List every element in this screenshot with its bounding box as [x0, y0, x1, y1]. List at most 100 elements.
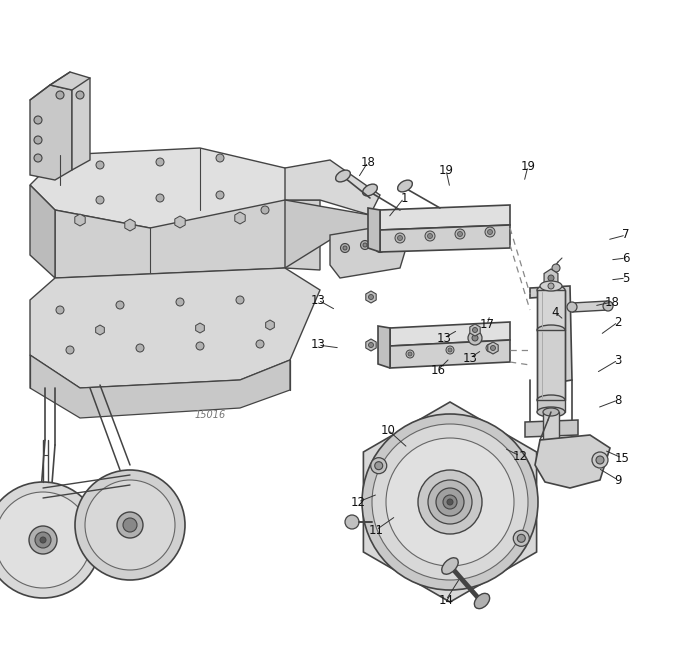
Text: 13: 13 [462, 351, 477, 365]
Circle shape [473, 327, 477, 333]
Ellipse shape [442, 558, 458, 574]
Circle shape [96, 161, 104, 169]
Polygon shape [535, 435, 610, 488]
Circle shape [0, 482, 101, 598]
Circle shape [548, 275, 554, 281]
Circle shape [375, 461, 383, 469]
Circle shape [369, 343, 373, 347]
Polygon shape [390, 340, 510, 368]
Text: 3: 3 [614, 353, 622, 367]
Ellipse shape [567, 302, 577, 312]
Circle shape [76, 91, 84, 99]
Circle shape [455, 229, 465, 239]
Ellipse shape [475, 594, 490, 609]
Ellipse shape [540, 281, 562, 291]
Polygon shape [30, 355, 290, 418]
Circle shape [116, 301, 124, 309]
Circle shape [446, 346, 454, 354]
Polygon shape [50, 72, 90, 170]
Text: 13: 13 [437, 331, 452, 345]
Circle shape [375, 244, 384, 252]
Text: 10: 10 [381, 424, 396, 436]
Polygon shape [530, 286, 572, 382]
Circle shape [35, 532, 51, 548]
Circle shape [34, 116, 42, 124]
Polygon shape [537, 290, 565, 330]
Text: 19: 19 [520, 159, 536, 173]
Text: 8: 8 [614, 394, 622, 406]
Text: 19: 19 [439, 163, 454, 177]
Circle shape [488, 230, 492, 234]
Text: 14: 14 [439, 594, 454, 606]
Polygon shape [30, 148, 320, 228]
Ellipse shape [603, 301, 613, 311]
Circle shape [592, 452, 608, 468]
Polygon shape [235, 212, 245, 224]
Text: 13: 13 [311, 339, 326, 351]
Circle shape [117, 512, 143, 538]
Circle shape [363, 243, 367, 247]
Polygon shape [544, 269, 558, 287]
Circle shape [196, 342, 204, 350]
Circle shape [596, 456, 604, 464]
Text: 18: 18 [360, 155, 375, 169]
Circle shape [136, 344, 144, 352]
Circle shape [517, 535, 525, 542]
Text: 9: 9 [614, 473, 622, 487]
Text: 5: 5 [622, 272, 630, 284]
Circle shape [40, 537, 46, 543]
Ellipse shape [537, 285, 565, 295]
Text: 12: 12 [513, 450, 528, 463]
Circle shape [468, 331, 482, 345]
Circle shape [85, 480, 175, 570]
Circle shape [216, 154, 224, 162]
Circle shape [236, 296, 244, 304]
Ellipse shape [537, 407, 565, 417]
Circle shape [216, 191, 224, 199]
Circle shape [34, 136, 42, 144]
Polygon shape [378, 326, 390, 368]
Circle shape [75, 470, 185, 580]
Circle shape [56, 91, 64, 99]
Text: 4: 4 [551, 305, 559, 319]
Ellipse shape [537, 395, 565, 405]
Polygon shape [390, 322, 510, 346]
Circle shape [372, 424, 528, 580]
Circle shape [418, 470, 482, 534]
Polygon shape [543, 412, 559, 460]
Polygon shape [175, 216, 185, 228]
Circle shape [398, 236, 403, 240]
Polygon shape [30, 85, 72, 180]
Circle shape [395, 233, 405, 243]
Circle shape [176, 298, 184, 306]
Circle shape [513, 531, 529, 546]
Circle shape [386, 438, 514, 566]
Polygon shape [525, 420, 578, 437]
Circle shape [436, 488, 464, 516]
Circle shape [261, 206, 269, 214]
Circle shape [486, 344, 494, 352]
Polygon shape [30, 185, 55, 278]
Polygon shape [285, 200, 380, 268]
Ellipse shape [398, 180, 412, 192]
Circle shape [362, 414, 538, 590]
Polygon shape [196, 323, 204, 333]
Polygon shape [470, 324, 480, 336]
Text: 2: 2 [614, 315, 622, 329]
Circle shape [343, 246, 347, 250]
Circle shape [406, 350, 414, 358]
Text: 18: 18 [605, 295, 619, 309]
Polygon shape [368, 208, 380, 252]
Text: 7: 7 [622, 228, 630, 242]
Text: 15: 15 [615, 452, 630, 465]
Polygon shape [537, 330, 565, 400]
Circle shape [428, 480, 472, 524]
Polygon shape [30, 268, 320, 388]
Polygon shape [380, 225, 510, 252]
Polygon shape [366, 339, 376, 351]
Circle shape [360, 240, 369, 250]
Circle shape [369, 295, 373, 299]
Circle shape [66, 346, 74, 354]
Polygon shape [285, 160, 380, 215]
Circle shape [371, 457, 387, 473]
